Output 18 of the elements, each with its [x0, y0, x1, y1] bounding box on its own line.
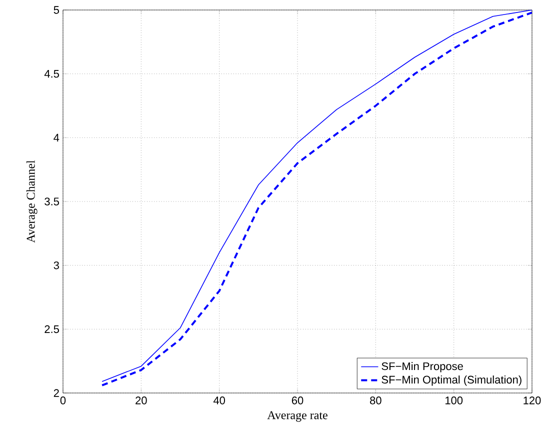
x-tick-label: 60 [292, 396, 304, 404]
x-tick-label: 40 [213, 396, 226, 404]
x-tick-label: 100 [445, 396, 463, 404]
y-tick-label: 3.5 [44, 198, 59, 206]
y-tick-label: 4 [54, 134, 60, 142]
x-tick-label: 80 [370, 396, 382, 404]
y-tick-label: 2 [54, 389, 59, 397]
y-tick-label: 5 [54, 6, 59, 14]
y-tick-label: 2.5 [44, 325, 59, 334]
legend-label: SF−Min Optimal (Simulation) [382, 376, 522, 386]
x-axis-title: Average rate [267, 411, 328, 422]
y-tick-label: 4.5 [44, 70, 59, 78]
y-axis-title: Average Channel [26, 160, 38, 243]
y-tick-label: 3 [54, 261, 59, 270]
x-tick-label: 0 [60, 396, 66, 404]
x-tick-label: 120 [524, 396, 541, 404]
x-tick-label: 20 [136, 396, 147, 404]
legend-label: SF−Min Propose [382, 362, 463, 372]
